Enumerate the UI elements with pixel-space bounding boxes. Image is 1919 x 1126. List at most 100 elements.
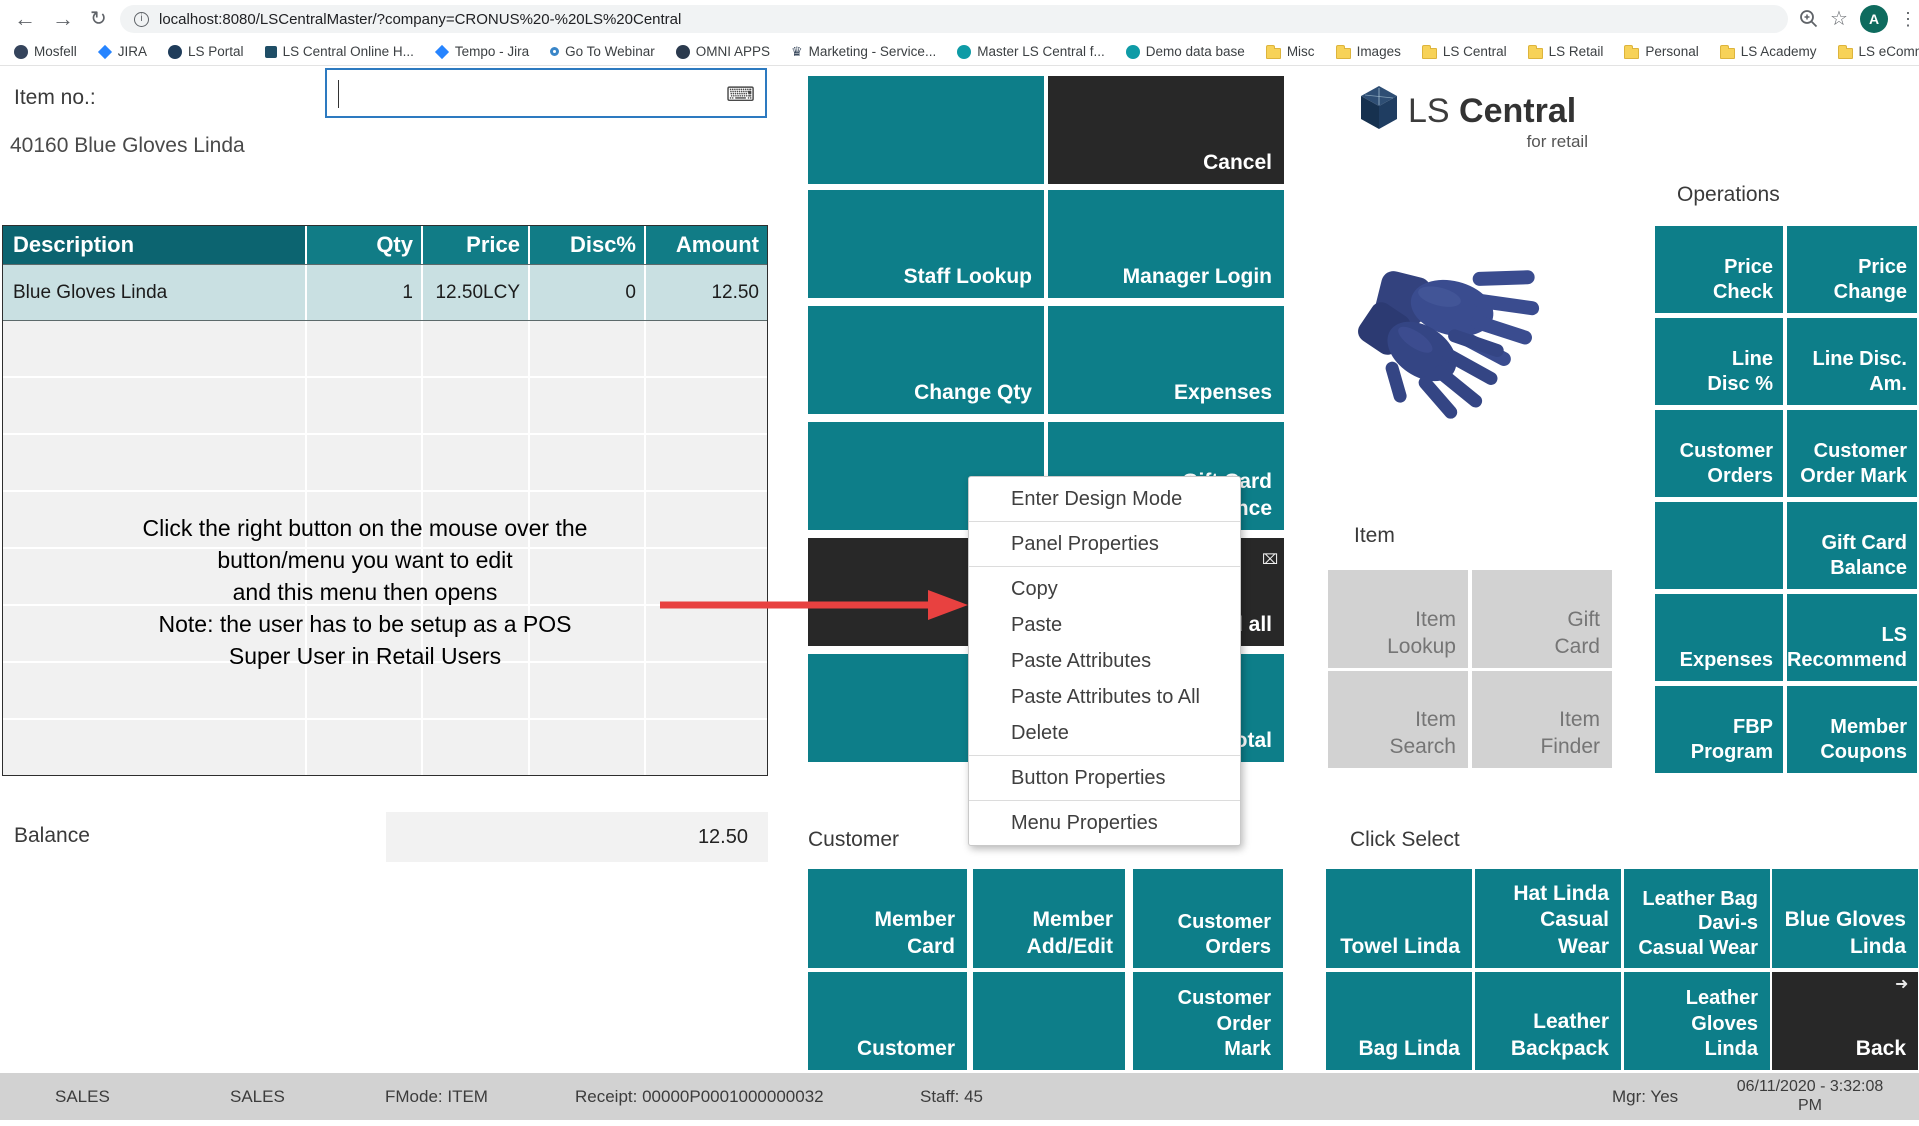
item-lookup-button[interactable]: Item Lookup (1328, 570, 1468, 668)
info-icon[interactable]: i (134, 11, 149, 27)
site-icon (1125, 44, 1140, 59)
ls-central-logo-text: LS Central (1408, 92, 1576, 131)
bookmark-master-ls-central[interactable]: Master LS Central f... (957, 44, 1105, 59)
price-change-button[interactable]: Price Change (1787, 226, 1917, 313)
bookmark-jira[interactable]: JIRA (97, 44, 147, 59)
button-blank-5[interactable] (1655, 502, 1783, 589)
bookmark-tempo-jira[interactable]: Tempo - Jira (434, 44, 529, 59)
staff-lookup-button[interactable]: Staff Lookup (808, 190, 1044, 298)
ls-recommend-button[interactable]: LS Recommend (1787, 594, 1917, 681)
url-text: localhost:8080/LSCentralMaster/?company=… (159, 10, 682, 28)
table-row[interactable]: Blue Gloves Linda 1 12.50LCY 0 12.50 (3, 264, 767, 321)
instruction-note: Click the right button on the mouse over… (142, 515, 588, 669)
browser-menu-icon[interactable]: ⋮ (1899, 9, 1917, 29)
customer-order-mark-op-button[interactable]: Customer Order Mark (1787, 410, 1917, 497)
item-search-button[interactable]: Item Search (1328, 671, 1468, 768)
hat-linda-button[interactable]: Hat Linda Casual Wear (1475, 869, 1621, 968)
blue-gloves-linda-button[interactable]: Blue Gloves Linda (1772, 869, 1918, 968)
customer-orders-button[interactable]: Customer Orders (1133, 869, 1283, 968)
reload-icon[interactable]: ↻ (90, 8, 107, 30)
menu-item-paste-attributes-to-all[interactable]: Paste Attributes to All (1011, 686, 1200, 708)
bookmark-ls-retail[interactable]: LS Retail (1527, 44, 1603, 59)
gift-card-balance-op-button[interactable]: Gift Card Balance (1787, 502, 1917, 589)
member-card-button[interactable]: Member Card (808, 869, 967, 968)
manager-login-button[interactable]: Manager Login (1048, 190, 1284, 298)
button-blank-1[interactable] (808, 76, 1044, 184)
bookmark-label: LS Central (1442, 44, 1507, 59)
url-bar[interactable]: i localhost:8080/LSCentralMaster/?compan… (120, 5, 1788, 33)
status-mgr: Mgr: Yes (1612, 1087, 1679, 1106)
menu-item-panel-properties[interactable]: Panel Properties (1011, 533, 1159, 555)
close-box-icon[interactable]: ⌧ (1262, 551, 1279, 567)
bookmark-label: Mosfell (34, 44, 77, 59)
back-button[interactable]: Back (1772, 972, 1918, 1070)
menu-separator (969, 755, 1240, 756)
menu-item-delete[interactable]: Delete (1011, 722, 1069, 744)
forward-icon[interactable]: → (52, 6, 74, 31)
bookmark-gotowebinar[interactable]: Go To Webinar (550, 44, 655, 59)
zoom-icon[interactable] (1798, 8, 1820, 30)
journal-table: Description Qty Price Disc% Amount Blue … (2, 225, 768, 776)
keyboard-icon[interactable]: ⌨ (726, 84, 755, 106)
avatar[interactable]: A (1860, 5, 1888, 33)
member-add-edit-button[interactable]: Member Add/Edit (973, 869, 1125, 968)
gift-card-button[interactable]: Gift Card (1472, 570, 1612, 668)
expenses-op-button[interactable]: Expenses (1655, 594, 1783, 681)
bookmark-images[interactable]: Images (1335, 44, 1401, 59)
site-icon (168, 44, 183, 59)
menu-item-menu-properties[interactable]: Menu Properties (1011, 812, 1158, 834)
menu-item-copy[interactable]: Copy (1011, 578, 1058, 600)
customer-orders-op-button[interactable]: Customer Orders (1655, 410, 1783, 497)
bookmark-ls-ecommerce[interactable]: LS eCommerce and... (1837, 44, 1919, 59)
jira-icon (434, 44, 449, 59)
bookmark-ls-academy[interactable]: LS Academy (1719, 44, 1817, 59)
line-disc-pct-button[interactable]: Line Disc % (1655, 318, 1783, 405)
fbp-program-button[interactable]: FBP Program (1655, 686, 1783, 773)
bookmark-marketing[interactable]: ♛ Marketing - Service... (791, 44, 936, 59)
bookmark-ls-central[interactable]: LS Central (1421, 44, 1507, 59)
leather-backpack-button[interactable]: Leather Backpack (1475, 972, 1621, 1070)
expenses-button[interactable]: Expenses (1048, 306, 1284, 414)
bookmark-misc[interactable]: Misc (1265, 44, 1315, 59)
bookmark-ls-portal[interactable]: LS Portal (168, 44, 244, 59)
menu-item-enter-design-mode[interactable]: Enter Design Mode (1011, 488, 1183, 510)
customer-button[interactable]: Customer (808, 972, 967, 1070)
bookmark-demo-database[interactable]: Demo data base (1125, 44, 1245, 59)
status-receipt: Receipt: 00000P0001000000032 (575, 1087, 824, 1106)
button-blank-4[interactable] (973, 972, 1125, 1070)
customer-order-mark-button[interactable]: Customer Order Mark (1133, 972, 1283, 1070)
bookmark-mosfell[interactable]: Mosfell (14, 44, 77, 59)
menu-item-paste-attributes[interactable]: Paste Attributes (1011, 650, 1152, 672)
bookmark-personal[interactable]: Personal (1624, 44, 1699, 59)
click-select-label: Click Select (1350, 828, 1460, 851)
crown-icon: ♛ (791, 43, 803, 59)
leather-bag-button[interactable]: Leather Bag Davi-s Casual Wear (1624, 869, 1770, 968)
menu-item-paste[interactable]: Paste (1011, 614, 1063, 636)
line-disc-am-button[interactable]: Line Disc. Am. (1787, 318, 1917, 405)
cancel-button[interactable]: Cancel (1048, 76, 1284, 184)
customer-section-label: Customer (808, 828, 900, 851)
member-coupons-button[interactable]: Member Coupons (1787, 686, 1917, 773)
folder-icon (1335, 44, 1351, 59)
price-check-button[interactable]: Price Check (1655, 226, 1783, 313)
logo-tagline: for retail (1526, 132, 1588, 151)
folder-icon (1837, 44, 1853, 59)
empty-table-rows (3, 321, 767, 775)
back-icon[interactable]: ← (14, 6, 36, 31)
menu-item-button-properties[interactable]: Button Properties (1011, 767, 1166, 789)
bookmark-star-icon[interactable]: ☆ (1830, 8, 1848, 30)
item-finder-button[interactable]: Item Finder (1472, 671, 1612, 768)
text-caret (338, 80, 339, 108)
leather-gloves-linda-button[interactable]: Leather Gloves Linda (1624, 972, 1770, 1070)
item-no-input[interactable]: ⌨ (325, 68, 767, 118)
towel-linda-button[interactable]: Towel Linda (1326, 869, 1472, 968)
menu-separator (969, 800, 1240, 801)
bookmark-label: LS eCommerce and... (1858, 44, 1919, 59)
bookmark-label: Master LS Central f... (977, 44, 1105, 59)
change-qty-button[interactable]: Change Qty (808, 306, 1044, 414)
bookmark-ls-central-online[interactable]: LS Central Online H... (264, 44, 414, 59)
bookmark-label: LS Academy (1740, 44, 1817, 59)
bookmark-omni-apps[interactable]: OMNI APPS (675, 44, 770, 59)
bag-linda-button[interactable]: Bag Linda (1326, 972, 1472, 1070)
bookmark-label: LS Portal (188, 44, 244, 59)
